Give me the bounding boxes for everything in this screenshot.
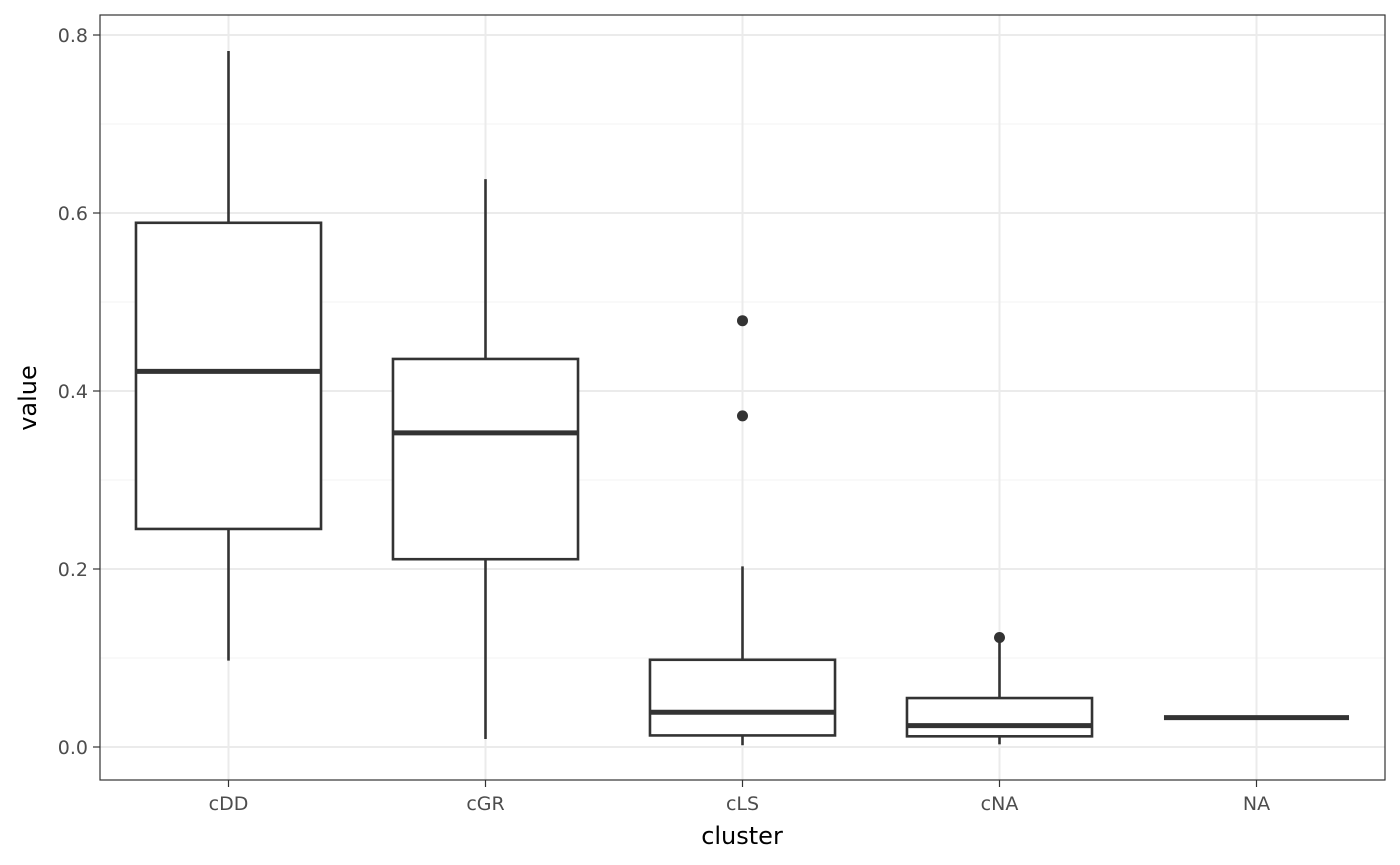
box-body xyxy=(391,357,580,561)
x-tick-label: cLS xyxy=(726,793,759,815)
x-tick-label: cDD xyxy=(209,793,249,815)
box-cLS xyxy=(648,315,837,746)
box-body xyxy=(905,696,1094,738)
box-series xyxy=(134,51,1350,746)
y-axis-title: value xyxy=(14,365,42,431)
box-body xyxy=(648,658,837,737)
y-tick-label: 0.2 xyxy=(58,559,88,581)
outlier-point xyxy=(737,315,748,327)
y-tick-label: 0.0 xyxy=(58,737,88,759)
y-tick-label: 0.8 xyxy=(58,25,88,47)
y-tick-label: 0.4 xyxy=(58,381,88,403)
x-tick-label: cGR xyxy=(466,793,504,815)
y-tick-label: 0.6 xyxy=(58,203,88,225)
box-body xyxy=(134,221,323,531)
x-tick-label: cNA xyxy=(981,793,1019,815)
x-tick-label: NA xyxy=(1243,793,1270,815)
x-axis-title: cluster xyxy=(701,822,783,850)
outlier-point xyxy=(994,632,1005,644)
box-cNA xyxy=(905,632,1094,745)
box-cGR xyxy=(391,179,580,739)
y-axis: 0.0 0.2 0.4 0.6 0.8 xyxy=(58,25,100,759)
x-axis: cDD cGR cLS cNA NA xyxy=(209,780,1270,815)
box-cDD xyxy=(134,51,323,661)
outlier-point xyxy=(737,410,748,422)
